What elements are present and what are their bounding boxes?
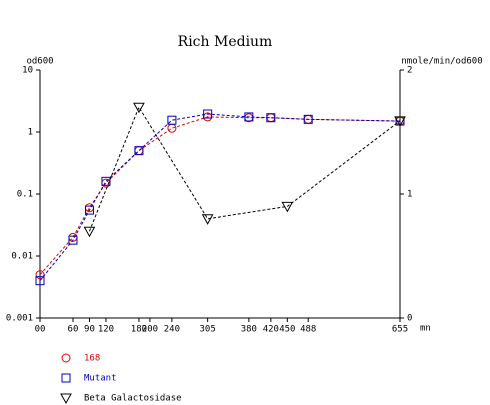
- marker: [394, 116, 406, 127]
- legend-marker: [61, 353, 71, 363]
- x-tick-label: 60: [68, 325, 79, 335]
- y-tick-label: 0.1: [17, 190, 33, 200]
- x-tick-label: 655: [392, 325, 408, 335]
- y2-tick-label: 2: [407, 66, 412, 76]
- x-axis-label: mn: [420, 324, 431, 334]
- marker: [84, 205, 94, 215]
- marker: [35, 276, 45, 286]
- marker: [167, 115, 177, 125]
- x-tick-label: 240: [164, 325, 180, 335]
- series-line: [89, 106, 401, 232]
- marker: [83, 226, 96, 238]
- x-tick-label: 90: [84, 325, 95, 335]
- y-axis-label: od600: [26, 57, 53, 67]
- x-tick-label: 488: [300, 325, 316, 335]
- x-tick-label: 00: [35, 325, 46, 335]
- x-tick-label: 305: [200, 325, 216, 335]
- y-tick-label: 0.01: [11, 252, 33, 262]
- x-tick-label: 450: [279, 325, 295, 335]
- marker: [266, 113, 276, 123]
- series-line: [39, 113, 401, 281]
- marker: [167, 123, 177, 133]
- marker: [133, 102, 145, 114]
- legend-label: Mutant: [84, 374, 117, 384]
- marker: [134, 146, 144, 156]
- y-tick-label: 1: [28, 128, 33, 138]
- y2-tick-label: 1: [407, 190, 412, 200]
- x-tick-label: 380: [241, 325, 257, 335]
- legend-label: Beta Galactosidase: [84, 394, 182, 404]
- x-tick-label: 120: [98, 325, 114, 335]
- series-line: [39, 116, 401, 275]
- legend-label: 168: [84, 354, 100, 364]
- x-tick-label: 420: [263, 325, 279, 335]
- legend-marker: [60, 393, 72, 405]
- marker: [244, 112, 254, 122]
- marker: [68, 235, 78, 245]
- chart-title: Rich Medium: [178, 34, 273, 50]
- y-tick-label: 0.001: [6, 314, 33, 324]
- y2-tick-label: 0: [407, 314, 412, 324]
- marker: [201, 214, 214, 225]
- y-tick-label: 10: [22, 66, 33, 76]
- x-tick-label: 180: [131, 325, 147, 335]
- legend-marker: [61, 373, 71, 383]
- marker: [35, 270, 45, 280]
- marker: [303, 114, 313, 124]
- marker: [203, 109, 213, 119]
- y2-axis-label: nmole/min/od600: [401, 57, 482, 67]
- marker: [101, 176, 111, 186]
- marker: [281, 201, 294, 213]
- x-tick-label: 200: [142, 325, 158, 335]
